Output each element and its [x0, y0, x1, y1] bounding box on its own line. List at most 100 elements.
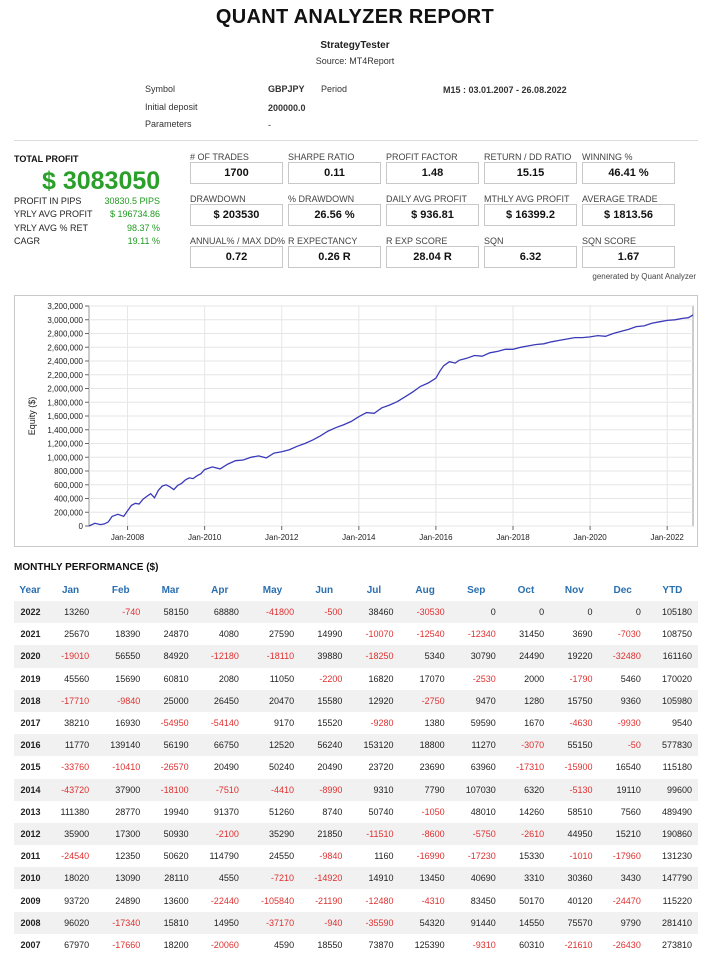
value-cell: -17710 — [45, 689, 96, 712]
value-cell: -16990 — [416, 851, 445, 862]
value-cell: -2200 — [319, 673, 343, 684]
value-cell: 11770 — [45, 734, 96, 757]
value-cell: -8600 — [399, 822, 451, 846]
value-cell: -7030 — [617, 629, 641, 640]
value-cell: -26570 — [160, 762, 189, 773]
value-cell: -2530 — [472, 673, 496, 684]
value-cell: -33760 — [61, 762, 90, 773]
value-cell: 2080 — [218, 673, 239, 684]
value-cell: -7510 — [194, 778, 245, 801]
value-cell: 147790 — [646, 867, 698, 890]
table-row: 2020 -19010 56550 84920 -12180 -18110 39880 -18… — [14, 645, 698, 668]
value-cell: -4310 — [421, 895, 445, 906]
value-cell: 26450 — [194, 689, 245, 712]
value-cell: 99600 — [646, 778, 698, 801]
x-tick-label: Jan-2020 — [573, 533, 607, 542]
table-row: 2010 18020 13090 28110 4550 -7210 -14920 14910 1… — [14, 867, 698, 890]
metric-box-winning: 46.41 % — [582, 162, 675, 184]
y-tick-label: 1,400,000 — [47, 426, 83, 435]
value-cell: 15210 — [598, 822, 647, 846]
value-cell: 35900 — [45, 822, 96, 846]
value-cell: 15690 — [115, 673, 141, 684]
value-cell: -3070 — [501, 734, 551, 757]
year-cell: 2022 — [14, 601, 46, 624]
value-cell: 18390 — [115, 629, 141, 640]
deposit-label: Initial deposit — [145, 102, 198, 112]
value-cell: 18020 — [45, 867, 96, 890]
metric-label-sharpe: SHARPE RATIO — [288, 152, 355, 162]
value-cell: -18250 — [348, 645, 400, 668]
metric-label-avg-trade: AVERAGE TRADE — [582, 194, 658, 204]
value-cell: 13450 — [399, 867, 451, 890]
value-cell: 63960 — [470, 762, 496, 773]
metric-box-return-dd: 15.15 — [484, 162, 577, 184]
value-cell: -2100 — [194, 822, 245, 846]
value-cell: 28770 — [115, 806, 141, 817]
value-cell: 153120 — [348, 734, 400, 757]
year-cell: 2008 — [14, 911, 46, 934]
value-cell: 14910 — [348, 867, 400, 890]
metric-box-sqn-score: 1.67 — [582, 246, 675, 268]
value-cell: 93720 — [64, 895, 90, 906]
summary-value-pips: 30830.5 PIPS — [104, 196, 160, 206]
value-cell: 15330 — [519, 851, 545, 862]
value-cell: -1010 — [569, 851, 593, 862]
value-cell: -30530 — [399, 601, 451, 624]
value-cell: 18550 — [317, 939, 343, 950]
total-profit-value: $ 3083050 — [42, 167, 161, 195]
value-cell: 68880 — [194, 601, 245, 624]
value-cell: 9470 — [450, 689, 502, 712]
value-cell: -12180 — [194, 645, 245, 668]
value-cell: 83450 — [470, 895, 496, 906]
metric-label-r-exp-score: R EXP SCORE — [386, 236, 448, 246]
value-cell: 48010 — [470, 806, 496, 817]
total-profit-label: TOTAL PROFIT — [14, 154, 79, 164]
value-cell: 66750 — [194, 734, 245, 757]
value-cell: 13600 — [163, 895, 189, 906]
metric-box-daily-avg: $ 936.81 — [386, 204, 479, 226]
value-cell: -1790 — [569, 673, 593, 684]
value-cell: 3430 — [598, 867, 647, 890]
column-header-feb: Feb — [111, 585, 130, 596]
value-cell: -4630 — [569, 718, 593, 729]
table-row: 2019 45560 15690 60810 2080 11050 -2200 16820 17… — [14, 668, 698, 690]
table-row: 2012 35900 17300 50930 -2100 35290 21850 -11510… — [14, 822, 698, 846]
value-cell: -43720 — [45, 778, 96, 801]
value-cell: -105840 — [261, 895, 295, 906]
value-cell: 67970 — [64, 939, 90, 950]
value-cell: 17070 — [419, 673, 445, 684]
value-cell: -12540 — [416, 629, 445, 640]
summary-value-cagr: 19.11 % — [127, 236, 160, 246]
table-row: 2018 -17710 -9840 25000 26450 20470 15580 12920… — [14, 689, 698, 712]
value-cell: 60810 — [163, 673, 189, 684]
value-cell: 38460 — [348, 601, 400, 624]
value-cell: 131230 — [661, 851, 692, 862]
value-cell: 59590 — [470, 718, 496, 729]
year-cell: 2018 — [14, 689, 46, 712]
value-cell: 9170 — [274, 718, 295, 729]
year-cell: 2013 — [20, 806, 41, 817]
value-cell: 161160 — [646, 645, 698, 668]
x-tick-label: Jan-2012 — [265, 533, 299, 542]
value-cell: -9280 — [370, 718, 394, 729]
column-header-jul: Jul — [366, 585, 382, 596]
value-cell: 14990 — [317, 629, 343, 640]
value-cell: 190860 — [646, 822, 698, 846]
strategy-name: StrategyTester — [320, 40, 390, 51]
summary-value-yrly-profit: $ 196734.86 — [109, 209, 160, 219]
y-tick-label: 800,000 — [54, 467, 83, 476]
y-tick-label: 1,000,000 — [47, 453, 83, 462]
value-cell: 11050 — [269, 673, 295, 684]
monthly-title: MONTHLY PERFORMANCE ($) — [14, 562, 159, 573]
value-cell: -5750 — [450, 822, 502, 846]
year-cell: 2020 — [14, 645, 46, 668]
value-cell: 9310 — [348, 778, 400, 801]
value-cell: -54140 — [210, 718, 239, 729]
y-tick-label: 2,200,000 — [47, 371, 83, 380]
value-cell: -32480 — [598, 645, 647, 668]
value-cell: -10070 — [365, 629, 394, 640]
value-cell: 30790 — [450, 645, 502, 668]
value-cell: 1380 — [424, 718, 445, 729]
value-cell: 2000 — [524, 673, 545, 684]
value-cell: 15580 — [300, 689, 349, 712]
